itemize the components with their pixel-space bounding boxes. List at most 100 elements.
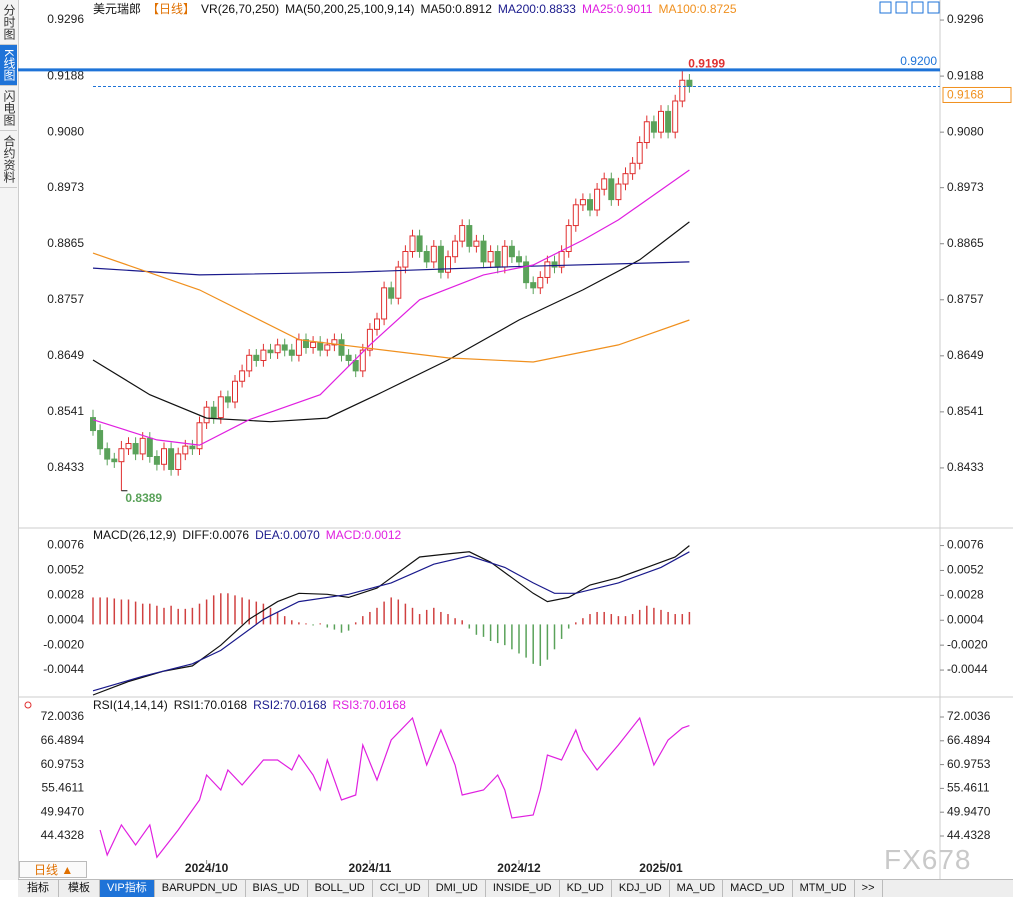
candle-body	[303, 339, 309, 349]
icon[interactable]	[927, 1, 940, 14]
candle-body	[139, 437, 146, 455]
candle-body	[338, 339, 345, 356]
candle-body	[132, 443, 139, 455]
candle-body	[366, 328, 373, 351]
candle-body	[210, 406, 217, 419]
tab[interactable]: CCI_UD	[373, 880, 429, 897]
settings-icon[interactable]	[24, 701, 32, 709]
candle-body	[608, 178, 615, 201]
candle-body	[288, 349, 295, 356]
reference-label: 0.9200	[900, 54, 937, 68]
candle-body	[125, 443, 132, 450]
candle-body	[118, 448, 125, 463]
sidebar-tab[interactable]: K线图	[0, 45, 17, 87]
candle-body	[579, 199, 586, 206]
candle-body	[558, 251, 565, 268]
candle-body	[430, 245, 437, 263]
candle-body	[494, 251, 501, 268]
tab[interactable]: 模板	[59, 880, 100, 897]
y-tick-label-left: 0.0052	[47, 563, 84, 577]
tab[interactable]: INSIDE_UD	[486, 880, 560, 897]
y-tick-label-left: 66.4894	[41, 733, 85, 747]
y-tick-label: 0.8433	[947, 460, 984, 474]
y-tick-label-left: -0.0020	[43, 637, 84, 651]
y-tick-label-left: 0.8865	[47, 236, 84, 250]
y-tick-label: 66.4894	[947, 733, 991, 747]
tab[interactable]: BARUPDN_UD	[155, 880, 246, 897]
y-tick-label: 55.4611	[947, 781, 990, 795]
y-tick-label-left: 49.9470	[41, 804, 85, 818]
period-text: 日线	[34, 863, 59, 877]
candle-body	[182, 445, 189, 455]
candle-body	[402, 251, 409, 268]
candle-body	[161, 448, 167, 465]
tab[interactable]: MTM_UD	[793, 880, 855, 897]
watermark: FX678	[884, 844, 972, 875]
tab[interactable]: 指标	[18, 880, 59, 897]
candle-body	[650, 121, 657, 133]
candle-body	[260, 349, 267, 361]
tab[interactable]: >>	[855, 880, 883, 897]
candle-body	[437, 245, 444, 273]
y-tick-label-left: 0.0004	[47, 612, 84, 626]
y-tick-label-left: 0.0028	[47, 588, 84, 602]
candle-body	[267, 349, 274, 354]
tab[interactable]: MA_UD	[670, 880, 724, 897]
tab[interactable]: KD_UD	[560, 880, 612, 897]
y-tick-label: -0.0044	[947, 662, 988, 676]
period-selector[interactable]: 日线 ▲	[19, 861, 87, 878]
tab[interactable]: BOLL_UD	[308, 880, 373, 897]
line	[92, 252, 690, 363]
tab[interactable]: VIP指标	[100, 880, 155, 897]
candle-body	[217, 396, 224, 419]
candle-body	[146, 437, 153, 457]
candle-body	[381, 287, 388, 320]
last-price-label: 0.9168	[947, 88, 984, 102]
icon[interactable]	[879, 1, 892, 14]
candle-body	[416, 235, 423, 253]
legend-entry: DEA:0.0070	[255, 528, 320, 542]
x-tick-label: 2024/10	[185, 861, 229, 875]
candle-body	[317, 341, 324, 351]
legend-entry: MA100:0.8725	[658, 2, 736, 16]
sidebar-tab[interactable]: 合约资料	[0, 131, 17, 189]
candle-body	[501, 245, 508, 268]
y-tick-label-left: 72.0036	[41, 709, 85, 723]
y-tick-label-left: 55.4611	[42, 781, 85, 795]
candle-body	[409, 235, 416, 253]
candle-body	[189, 445, 196, 450]
y-tick-label: 0.0076	[947, 538, 984, 552]
candle-body	[587, 199, 593, 211]
candle-body	[473, 240, 480, 247]
toolbar-icons[interactable]	[879, 1, 940, 14]
x-tick-label: 2025/01	[639, 861, 683, 875]
tab[interactable]: BIAS_UD	[246, 880, 308, 897]
last-price-box	[942, 86, 1012, 103]
legend-entry: RSI(14,14,14)	[93, 698, 168, 712]
candle-body	[423, 251, 430, 263]
candle-body	[629, 162, 636, 175]
sidebar: 分时图 K线图 闪电图 合约资料	[0, 0, 19, 880]
tab[interactable]: MACD_UD	[723, 880, 793, 897]
candle-body	[111, 458, 118, 463]
candle-body	[374, 318, 380, 330]
tab[interactable]: KDJ_UD	[612, 880, 670, 897]
icon[interactable]	[895, 1, 908, 14]
y-tick-label: 0.8649	[947, 348, 984, 362]
candle-body	[530, 282, 537, 289]
y-tick-label-left: 0.8541	[47, 404, 84, 418]
candle-body	[310, 341, 317, 349]
candle-body	[487, 251, 494, 263]
tab[interactable]: DMI_UD	[429, 880, 486, 897]
candle-body	[679, 79, 686, 102]
legend-entry: MACD:0.0012	[326, 528, 402, 542]
candle-body	[466, 225, 473, 247]
candle-body	[452, 240, 459, 258]
y-tick-label-left: 0.0076	[47, 538, 84, 552]
icon[interactable]	[911, 1, 924, 14]
sidebar-tab[interactable]: 分时图	[0, 0, 17, 45]
sidebar-tab[interactable]: 闪电图	[0, 86, 17, 132]
candle-body	[168, 448, 175, 470]
candle-body	[686, 79, 693, 87]
